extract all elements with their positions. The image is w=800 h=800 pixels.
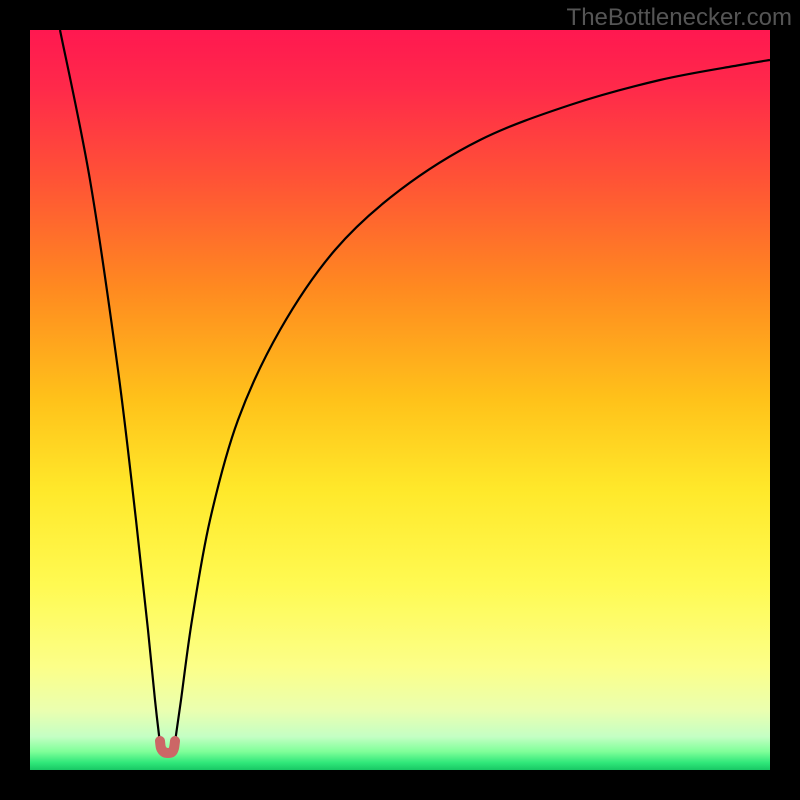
watermark-text: TheBottlenecker.com — [567, 4, 792, 32]
chart-stage: TheBottlenecker.com — [0, 0, 800, 800]
chart-svg — [0, 0, 800, 800]
plot-gradient — [30, 30, 770, 770]
